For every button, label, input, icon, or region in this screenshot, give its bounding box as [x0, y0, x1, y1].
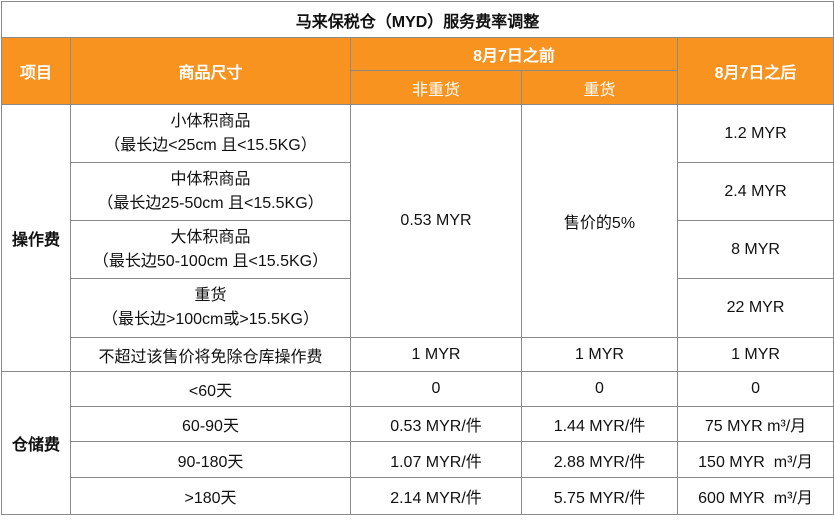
threshold-row: 不超过该售价将免除仓库操作费 1 MYR 1 MYR 1 MYR — [2, 337, 834, 372]
size-line: （最长边<25cm 且<15.5KG） — [104, 136, 317, 154]
fee-cell: 0.53 MYR — [350, 104, 522, 338]
fee-cell: 售价的5% — [521, 104, 678, 338]
size-line: 小体积商品 — [170, 112, 251, 130]
size-line: 重货 — [194, 287, 227, 304]
storage-cell: <60天 — [70, 371, 351, 407]
fee-cell: 8 MYR — [676, 220, 834, 279]
storage-cell: 0 — [676, 371, 834, 407]
header-cell: 8月7日之后 — [676, 37, 834, 105]
fee-cell: 2.4 MYR — [676, 162, 834, 221]
threshold-cell: 1 MYR — [676, 337, 834, 372]
storage-cell: 600 MYR m³/月 — [676, 477, 834, 515]
storage-cell: >180天 — [70, 477, 351, 515]
storage-cell: 1.07 MYR/件 — [350, 441, 522, 478]
storage-cell: 2.88 MYR/件 — [521, 441, 678, 478]
storage-cell: 75 MYR m³/月 — [676, 406, 834, 442]
operation-row: 中体积商品 （最长边25-50cm 且<15.5KG） 2.4 MYR — [2, 162, 834, 221]
operation-row: 重货 （最长边>100cm或>15.5KG） 22 MYR — [2, 278, 834, 338]
storage-cell: 60-90天 — [70, 406, 351, 442]
size-line: 大体积商品 — [170, 228, 251, 246]
threshold-cell: 不超过该售价将免除仓库操作费 — [70, 337, 351, 372]
section-label: 仓储费 — [1, 371, 71, 515]
size-cell: 中体积商品 （最长边25-50cm 且<15.5KG） — [70, 162, 351, 221]
header-cell: 8月7日之前 — [350, 37, 678, 71]
storage-row: >180天 2.14 MYR/件 5.75 MYR/件 600 MYR m³/月 — [2, 477, 834, 515]
title-row: 马来保税仓（MYD）服务费率调整 — [0, 1, 834, 38]
storage-cell: 2.14 MYR/件 — [350, 477, 522, 515]
header-row: 项目 商品尺寸 8月7日之前 8月7日之后 — [1, 37, 834, 105]
section-label: 操作费 — [1, 104, 71, 372]
size-line: 中体积商品 — [170, 170, 251, 188]
header-row: 非重货 重货 — [2, 70, 834, 105]
storage-cell: 1.44 MYR/件 — [521, 406, 678, 442]
storage-cell: 90-180天 — [70, 441, 351, 478]
threshold-cell: 1 MYR — [521, 337, 678, 372]
title: 马来保税仓（MYD）服务费率调整 — [0, 1, 834, 38]
fee-cell: 22 MYR — [676, 278, 834, 338]
operation-section: 操作费 小体积商品 （最长边<25cm 且<15.5KG） 0.53 MYR 售价的5%… — [1, 104, 834, 372]
header-cell: 非重货 — [350, 70, 522, 105]
storage-cell: 0 — [350, 371, 522, 407]
storage-row: 90-180天 1.07 MYR/件 2.88 MYR/件 150 MYR m³/月 — [2, 441, 834, 478]
size-line: （最长边>100cm或>15.5KG） — [102, 311, 319, 328]
operation-row: 操作费 小体积商品 （最长边<25cm 且<15.5KG） 0.53 MYR 售价的5%… — [1, 104, 834, 372]
size-line: （最长边50-100cm 且<15.5KG） — [92, 252, 329, 270]
storage-row: 60-90天 0.53 MYR/件 1.44 MYR/件 75 MYR m³/月 — [2, 406, 834, 442]
header-cell: 项目 — [1, 37, 71, 105]
storage-row: 仓储费 <60天 0 0 0 — [1, 371, 834, 515]
size-line: （最长边25-50cm 且<15.5KG） — [97, 194, 324, 212]
operation-row: 大体积商品 （最长边50-100cm 且<15.5KG） 8 MYR — [2, 220, 834, 279]
size-cell: 重货 （最长边>100cm或>15.5KG） — [70, 278, 351, 338]
header-cell: 商品尺寸 — [70, 37, 351, 105]
threshold-cell: 1 MYR — [350, 337, 522, 372]
size-cell: 小体积商品 （最长边<25cm 且<15.5KG） — [70, 104, 351, 163]
storage-cell: 0 — [521, 371, 678, 407]
storage-cell: 150 MYR m³/月 — [676, 441, 834, 478]
fee-cell: 1.2 MYR — [676, 104, 834, 163]
storage-section: 仓储费 <60天 0 0 0 60-90天 0.53 MYR/件 1.44 MYR/件 75 M… — [1, 371, 834, 515]
size-cell: 大体积商品 （最长边50-100cm 且<15.5KG） — [70, 220, 351, 279]
header-cell: 重货 — [521, 70, 678, 105]
storage-cell: 5.75 MYR/件 — [521, 477, 678, 515]
storage-cell: 0.53 MYR/件 — [350, 406, 522, 442]
